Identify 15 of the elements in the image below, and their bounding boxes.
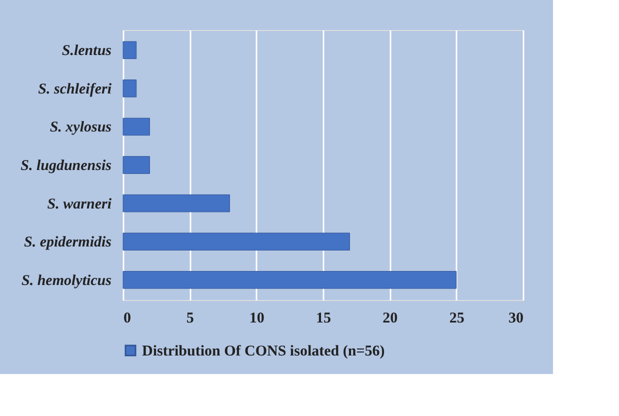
- y-tick-label: S. xylosus: [50, 120, 112, 136]
- x-tick-label: 10: [249, 310, 264, 326]
- y-tick-label: S. schleiferi: [38, 81, 112, 98]
- x-tick-label: 20: [382, 310, 398, 326]
- x-tick-label: 0: [124, 310, 131, 326]
- x-tick-label: 25: [449, 310, 464, 326]
- y-tick-label: S. epidermidis: [24, 234, 112, 251]
- y-tick-label: S.lentus: [62, 43, 112, 60]
- legend-label: Distribution Of CONS isolated (n=56): [142, 344, 385, 360]
- x-tick-label: 15: [316, 310, 331, 326]
- y-tick-label: S. hemolyticus: [21, 272, 112, 289]
- x-tick-label: 5: [186, 310, 194, 326]
- y-tick-label: S. warneri: [47, 196, 112, 212]
- y-tick-label: S. lugdunensis: [20, 158, 112, 174]
- x-tick-label: 30: [508, 310, 524, 326]
